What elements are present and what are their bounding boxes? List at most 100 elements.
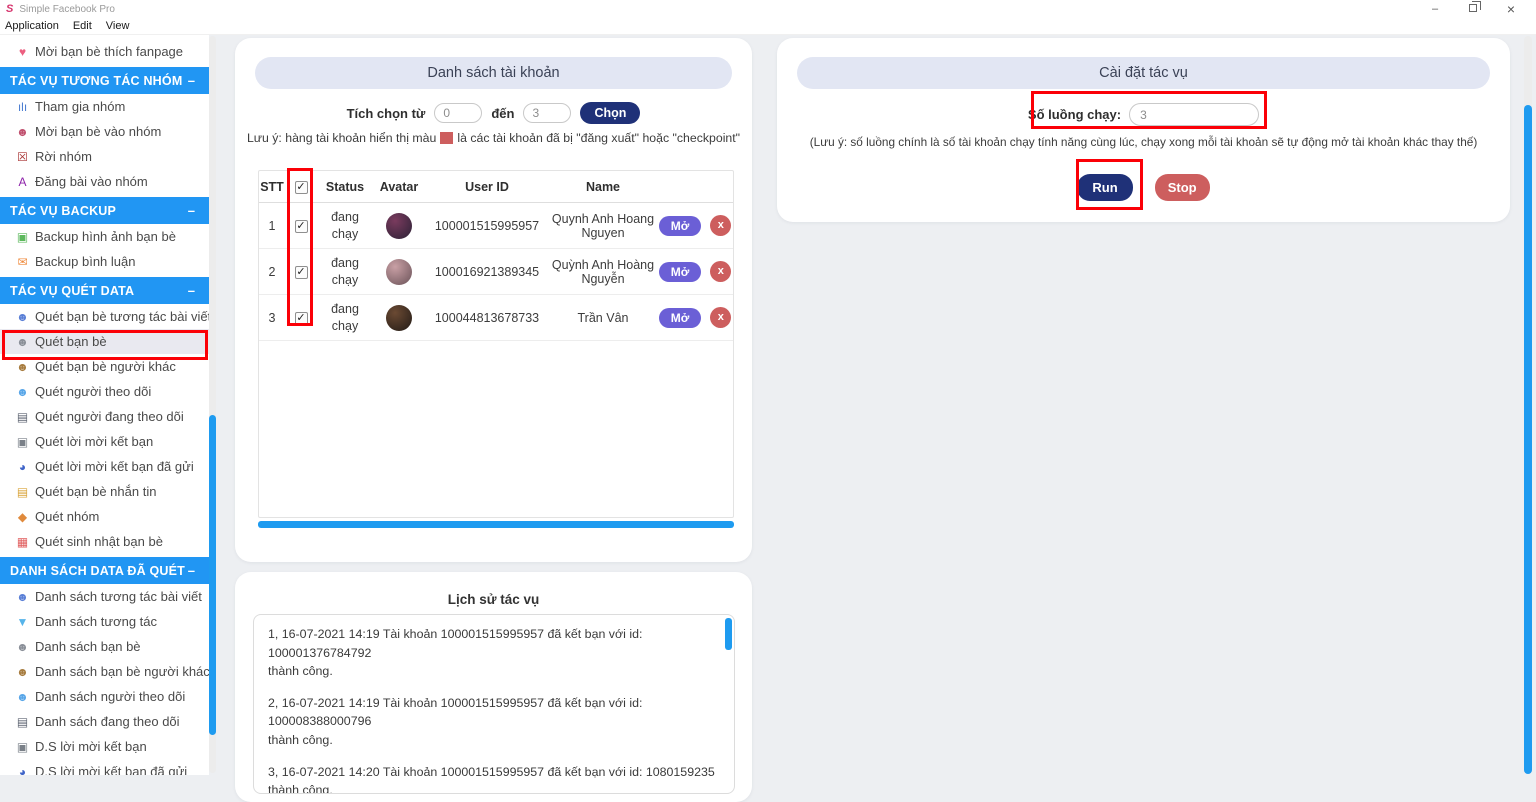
table-row: 2 ✓ đang chạy 100016921389345 Quỳnh Anh Hoàn… [259, 249, 733, 295]
sidebar-item-label: Quét lời mời kết bạn [35, 434, 154, 449]
list-friends-icon: ☻ [16, 639, 29, 654]
stt-cell: 1 [268, 218, 276, 233]
sidebar-section-section-group-interaction[interactable]: TÁC VỤ TƯƠNG TÁC NHÓM – [0, 67, 209, 94]
row-checkbox[interactable]: ✓ [294, 266, 308, 279]
table-header-cell: STT [260, 179, 284, 194]
red-status-swatch [440, 132, 454, 144]
sidebar-item-list-others-friends[interactable]: ☻ Danh sách bạn bè người khác [0, 659, 209, 684]
accounts-panel-title: Danh sách tài khoản [255, 57, 732, 89]
backup-friend-photos-icon: ▣ [16, 229, 29, 244]
select-to-input[interactable] [523, 103, 572, 123]
sidebar-item-list-friends[interactable]: ☻ Danh sách bạn bè [0, 634, 209, 659]
sidebar-item-invite-friends-like-fanpage[interactable]: ♥ Mời bạn bè thích fanpage [0, 39, 209, 64]
history-log[interactable]: 1, 16-07-2021 14:19 Tài khoản 1000015159… [253, 614, 735, 794]
list-followers-icon: ☻ [16, 689, 29, 704]
stop-button[interactable]: Stop [1154, 174, 1210, 201]
sidebar-item-scan-followers[interactable]: ☻ Quét người theo dõi [0, 379, 209, 404]
sidebar-item-label: Quét người theo dõi [35, 384, 152, 399]
sidebar-item-list-sent-friend-requests[interactable]: ◕ D.S lời mời kết bạn đã gửi [0, 759, 209, 775]
remove-account-button[interactable]: x [710, 261, 732, 282]
checkbox-cell: ✓ [285, 310, 317, 325]
sidebar-item-scan-others-friends[interactable]: ☻ Quét bạn bè người khác [0, 354, 209, 379]
sidebar-item-backup-friend-photos[interactable]: ▣ Backup hình ảnh bạn bè [0, 224, 209, 249]
collapse-minus-icon[interactable]: – [187, 563, 195, 578]
invite-friends-like-fanpage-icon: ♥ [18, 44, 27, 59]
name-cell: Trần Vân [577, 310, 629, 325]
app-scrollbar[interactable] [1524, 36, 1532, 774]
app-scrollbar-thumb[interactable] [1524, 105, 1532, 774]
sidebar-item-label: Đăng bài vào nhóm [35, 174, 148, 189]
sidebar-section-section-scanned-data-lists[interactable]: DANH SÁCH DATA ĐÃ QUÉT – [0, 557, 209, 584]
sidebar-item-label: Danh sách bạn bè người khác [35, 664, 209, 679]
select-button[interactable]: Chọn [580, 102, 641, 124]
sidebar-item-scan-friends-post-interaction[interactable]: ☻ Quét bạn bè tương tác bài viết [0, 304, 209, 329]
avatar-cell [373, 304, 425, 331]
remove-account-button[interactable]: x [710, 215, 732, 236]
sidebar-item-scan-friend-requests[interactable]: ▣ Quét lời mời kết bạn [0, 429, 209, 454]
sidebar-item-scan-friends[interactable]: ☻ Quét bạn bè [0, 329, 209, 354]
collapse-minus-icon[interactable]: – [187, 73, 195, 88]
restore-icon[interactable] [1454, 1, 1492, 15]
sidebar-item-scan-message-friends[interactable]: ▤ Quét bạn bè nhắn tin [0, 479, 209, 504]
sidebar-item-label: Quét sinh nhật bạn bè [35, 534, 163, 549]
avatar [386, 258, 412, 285]
sidebar-item-scan-friend-birthdays[interactable]: ▦ Quét sinh nhật bạn bè [0, 529, 209, 554]
sidebar-item-post-to-group[interactable]: A Đăng bài vào nhóm [0, 169, 209, 194]
sidebar-item-leave-group[interactable]: ☒ Rời nhóm [0, 144, 209, 169]
sidebar-item-label: D.S lời mời kết bạn đã gửi [35, 764, 188, 775]
row-checkbox[interactable]: ✓ [294, 312, 308, 325]
sidebar-item-backup-comments[interactable]: ✉ Backup bình luận [0, 249, 209, 274]
sidebar-scrollbar-thumb[interactable] [209, 415, 216, 735]
accounts-table-header: STT ✓ Status Avatar User ID Name [259, 171, 733, 203]
sidebar-item-scan-sent-friend-requests[interactable]: ◕ Quét lời mời kết bạn đã gửi [0, 454, 209, 479]
threads-input[interactable] [1129, 103, 1260, 126]
avatar-cell [373, 212, 425, 239]
sidebar-section-section-backup[interactable]: TÁC VỤ BACKUP – [0, 197, 209, 224]
run-button[interactable]: Run [1077, 174, 1133, 201]
sidebar-item-scan-following[interactable]: ▤ Quét người đang theo dõi [0, 404, 209, 429]
open-account-button[interactable]: Mở [658, 261, 702, 282]
select-range-row: Tích chọn từ đến Chọn [235, 102, 752, 124]
menu-view[interactable]: View [105, 20, 130, 32]
sidebar-item-scan-groups[interactable]: ◆ Quét nhóm [0, 504, 209, 529]
sidebar-section-label: DANH SÁCH DATA ĐÃ QUÉT [10, 563, 185, 578]
row-checkbox[interactable]: ✓ [294, 220, 308, 233]
sidebar-item-label: D.S lời mời kết bạn [35, 739, 147, 754]
stt-cell: 3 [268, 310, 276, 325]
select-to-label: đến [491, 105, 515, 121]
log-entry: 1, 16-07-2021 14:19 Tài khoản 1000015159… [268, 627, 643, 679]
sidebar-item-label: Danh sách tương tác [35, 614, 158, 629]
sidebar-section-section-scan-data[interactable]: TÁC VỤ QUÉT DATA – [0, 277, 209, 304]
close-icon[interactable]: × [1506, 1, 1516, 17]
sidebar-item-list-friend-requests[interactable]: ▣ D.S lời mời kết bạn [0, 734, 209, 759]
sidebar-item-label: Backup hình ảnh bạn bè [35, 229, 176, 244]
minimize-icon[interactable]: – [1431, 3, 1439, 15]
remove-account-button[interactable]: x [710, 307, 732, 328]
sidebar-scrollbar[interactable] [209, 36, 216, 773]
open-account-button[interactable]: Mở [658, 307, 702, 328]
select-from-input[interactable] [434, 103, 483, 123]
history-scrollbar-thumb[interactable] [725, 618, 732, 650]
run-stop-row: Run Stop [777, 174, 1510, 201]
accounts-note: Lưu ý: hàng tài khoản hiển thị màu là các… [246, 131, 741, 145]
collapse-minus-icon[interactable]: – [187, 283, 195, 298]
scan-friends-icon: ☻ [16, 334, 29, 349]
header-checkbox-cell: ✓ [285, 179, 317, 194]
accounts-table-hscrollbar[interactable] [258, 521, 734, 528]
sidebar: ♥ Mời bạn bè thích fanpage TÁC VỤ TƯƠNG TÁ… [0, 35, 209, 775]
table-row: 1 ✓ đang chạy 100001515995957 Quynh Anh Hoan… [259, 203, 733, 249]
scan-followers-icon: ☻ [16, 384, 29, 399]
menu-application[interactable]: Application [5, 20, 59, 32]
menu-edit[interactable]: Edit [72, 20, 92, 32]
open-account-button[interactable]: Mở [658, 215, 702, 236]
collapse-minus-icon[interactable]: – [187, 203, 195, 218]
select-all-checkbox[interactable]: ✓ [294, 181, 308, 194]
sidebar-item-invite-friends-to-group[interactable]: ☻ Mời bạn bè vào nhóm [0, 119, 209, 144]
sidebar-item-list-post-interaction[interactable]: ☻ Danh sách tương tác bài viết [0, 584, 209, 609]
sidebar-item-list-followers[interactable]: ☻ Danh sách người theo dõi [0, 684, 209, 709]
table-row: 3 ✓ đang chạy 100044813678733 Trần Vân Mở x [259, 295, 733, 341]
sidebar-item-join-group[interactable]: ılı Tham gia nhóm [0, 94, 209, 119]
sidebar-item-list-following[interactable]: ▤ Danh sách đang theo dõi [0, 709, 209, 734]
sidebar-item-list-interaction[interactable]: ▼ Danh sách tương tác [0, 609, 209, 634]
table-header-cell: Avatar [379, 179, 419, 194]
